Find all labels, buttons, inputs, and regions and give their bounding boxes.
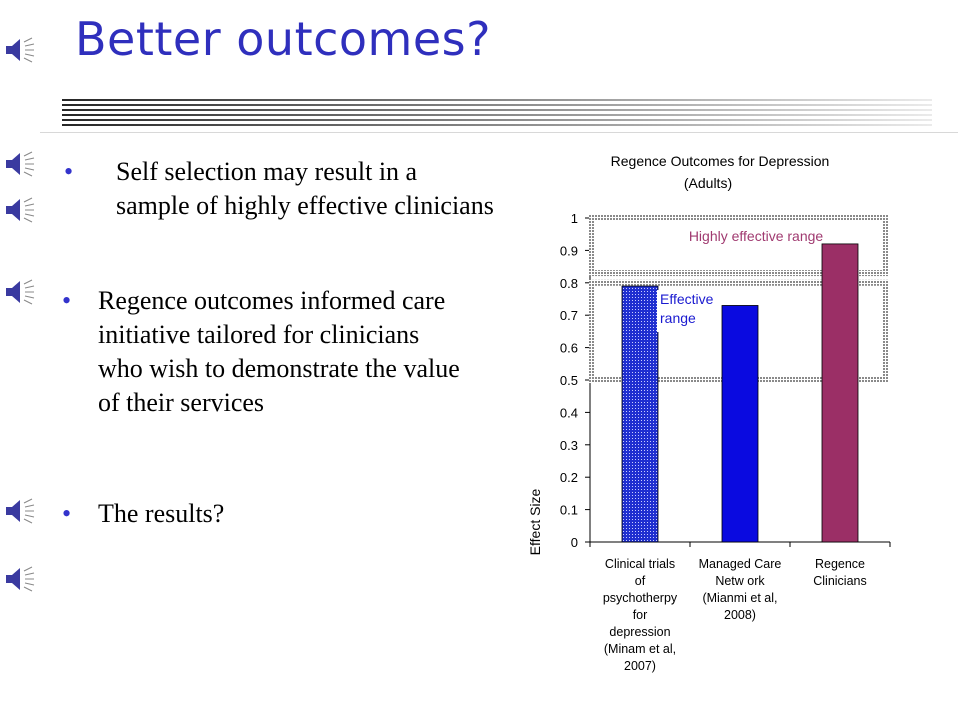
y-tick-label: 0.9 xyxy=(560,243,578,258)
bullet-text: Regence outcomes informed care initiativ… xyxy=(98,286,460,417)
speaker-icon[interactable] xyxy=(4,150,36,178)
plot-area: 0 0.1 0.2 0.3 0.4 0.5 0.6 0.7 0.8 0.9 1 Clinical tr… xyxy=(560,211,891,673)
chart-title: Regence Outcomes for Depression xyxy=(611,153,830,169)
annotation-label: range xyxy=(660,310,696,326)
speaker-icon[interactable] xyxy=(4,278,36,306)
slide-title: Better outcomes? xyxy=(75,12,492,66)
x-tick-label: depression xyxy=(609,625,670,639)
chart-subtitle: (Adults) xyxy=(684,175,732,191)
y-tick-label: 0.4 xyxy=(560,405,578,420)
x-tick-label: (Mianmi et al, xyxy=(702,591,777,605)
x-tick-label: Managed Care xyxy=(699,557,782,571)
annotation-background xyxy=(657,290,719,333)
bar xyxy=(621,285,659,543)
y-tick-label: 0.7 xyxy=(560,308,578,323)
annotation-label: Highly effective range xyxy=(689,228,824,244)
bullet-dot: • xyxy=(62,499,72,528)
x-tick-label: for xyxy=(633,608,648,622)
y-tick-label: 0.5 xyxy=(560,373,578,388)
x-tick-label: (Minam et al, xyxy=(604,642,676,656)
bullet-text: Self selection may result in a sample of… xyxy=(116,157,494,220)
x-tick-label: Netw ork xyxy=(715,574,765,588)
x-tick-label: psychotherpy xyxy=(603,591,678,605)
x-tick-label: Regence xyxy=(815,557,865,571)
bullet-dot: • xyxy=(64,157,74,186)
x-tick-label: Clinicians xyxy=(813,574,867,588)
y-tick-label: 0.8 xyxy=(560,276,578,291)
speaker-icon[interactable] xyxy=(4,565,36,593)
annotation-label: Effective xyxy=(660,291,714,307)
speaker-icon[interactable] xyxy=(4,36,36,64)
bullet-dot: • xyxy=(62,286,72,315)
x-tick-label: of xyxy=(635,574,646,588)
speaker-icon[interactable] xyxy=(4,196,36,224)
y-tick-label: 0 xyxy=(571,535,578,550)
y-tick-label: 1 xyxy=(571,211,578,226)
title-divider xyxy=(62,99,932,126)
y-tick-label: 0.3 xyxy=(560,438,578,453)
speaker-icon[interactable] xyxy=(4,497,36,525)
bar xyxy=(721,305,759,543)
highly-effective-range-box xyxy=(589,215,889,277)
x-tick-label: 2008) xyxy=(724,608,756,622)
y-axis-label: Effect Size xyxy=(527,488,543,555)
bullet-text: The results? xyxy=(98,499,225,528)
effect-size-chart: Regence Outcomes for Depression (Adults)… xyxy=(527,153,891,673)
header-line xyxy=(40,132,958,133)
y-tick-label: 0.1 xyxy=(560,503,578,518)
y-tick-label: 0.2 xyxy=(560,470,578,485)
x-tick-label: Clinical trials xyxy=(605,557,675,571)
x-tick-label: 2007) xyxy=(624,659,656,673)
y-tick-label: 0.6 xyxy=(560,341,578,356)
bar xyxy=(821,243,859,543)
